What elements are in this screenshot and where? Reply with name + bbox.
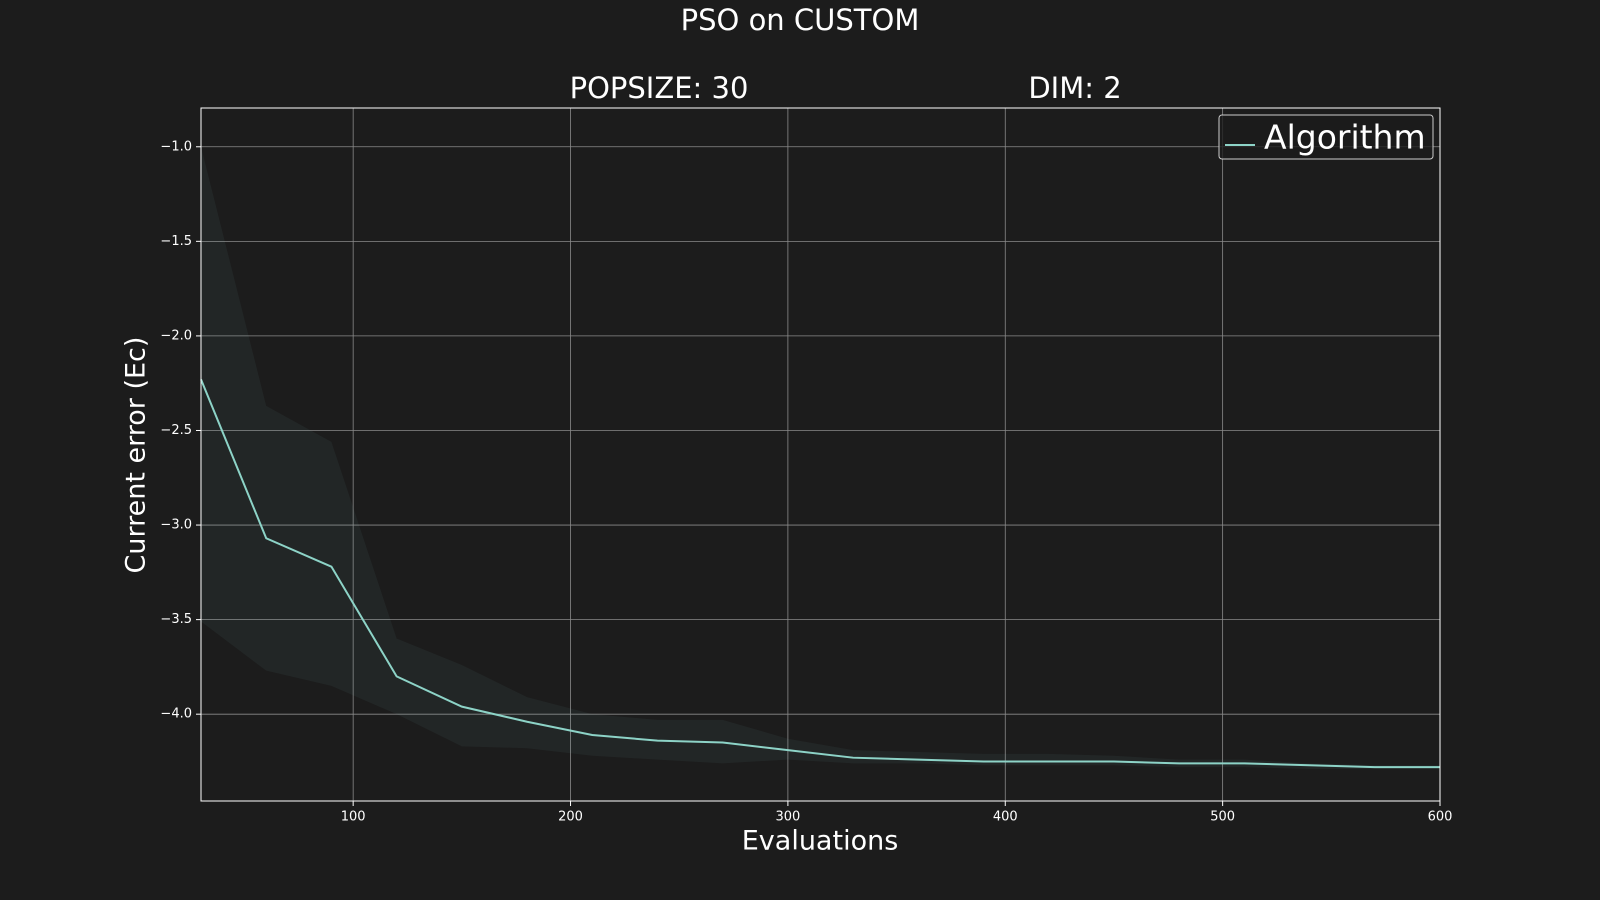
x-tick-label: 100 bbox=[341, 810, 366, 825]
y-tick-label: −1.0 bbox=[160, 139, 192, 154]
x-tick-label: 500 bbox=[1210, 810, 1235, 825]
y-tick-label: −3.5 bbox=[160, 612, 192, 627]
x-tick-label: 200 bbox=[558, 810, 583, 825]
y-tick-label: −3.0 bbox=[160, 518, 192, 533]
x-tick-label: 400 bbox=[993, 810, 1018, 825]
y-tick-label: −1.5 bbox=[160, 234, 192, 249]
y-tick-label: −2.5 bbox=[160, 423, 192, 438]
line bbox=[200, 379, 1440, 769]
chart-subtitle: DIM: 2 bbox=[1028, 71, 1121, 105]
chart-subtitle: POPSIZE: 30 bbox=[570, 71, 749, 105]
chart-title: PSO on CUSTOM bbox=[681, 3, 920, 37]
legend-box bbox=[1218, 114, 1434, 160]
y-tick-label: −4.0 bbox=[160, 707, 192, 722]
y-axis-label: Current error (Ec) bbox=[121, 337, 152, 574]
legend-label: Algorithm bbox=[1264, 118, 1426, 157]
x-axis-label: Evaluations bbox=[742, 826, 899, 857]
y-tick-label: −2.0 bbox=[160, 328, 192, 343]
x-tick-label: 300 bbox=[775, 810, 800, 825]
x-tick-label: 600 bbox=[1428, 810, 1453, 825]
axes-frame bbox=[200, 107, 1441, 802]
